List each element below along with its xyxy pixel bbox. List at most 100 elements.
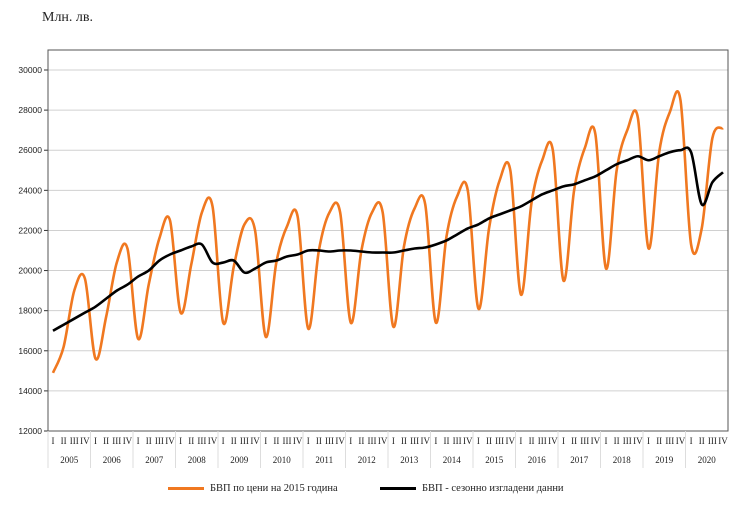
x-quarter-label: III [155,436,164,446]
x-year-label: 2020 [698,455,717,465]
x-quarter-label: I [392,436,395,446]
x-quarter-label: II [401,436,407,446]
x-quarter-label: II [316,436,322,446]
legend-item-gdp-2015-prices: БВП по цени на 2015 година [168,483,338,494]
x-quarter-label: III [580,436,589,446]
x-quarter-label: III [410,436,419,446]
y-tick-label: 20000 [18,266,42,276]
x-quarter-label: I [477,436,480,446]
x-quarter-label: III [240,436,249,446]
x-quarter-label: IV [718,436,728,446]
x-quarter-label: III [325,436,334,446]
x-year-label: 2007 [145,455,164,465]
x-quarter-label: III [495,436,504,446]
x-quarter-label: IV [463,436,473,446]
x-quarter-label: I [605,436,608,446]
x-quarter-label: II [146,436,152,446]
x-quarter-label: IV [208,436,218,446]
x-quarter-label: I [264,436,267,446]
x-year-label: 2015 [485,455,504,465]
x-quarter-label: I [434,436,437,446]
x-quarter-label: II [273,436,279,446]
x-year-label: 2019 [655,455,674,465]
x-quarter-label: II [443,436,449,446]
x-year-label: 2008 [188,455,207,465]
x-quarter-label: III [197,436,206,446]
x-year-label: 2012 [358,455,376,465]
x-quarter-label: I [690,436,693,446]
x-quarter-label: I [519,436,522,446]
x-year-label: 2014 [443,455,462,465]
x-quarter-label: IV [80,436,90,446]
x-quarter-label: III [623,436,632,446]
y-tick-label: 24000 [18,185,42,195]
chart-plot: 12000 14000 16000 18000 20000 22000 24000 26000… [18,49,729,468]
x-quarter-label: II [656,436,662,446]
x-quarter-label: II [571,436,577,446]
x-quarter-label: II [358,436,364,446]
x-year-label: 2018 [613,455,632,465]
x-year-label: 2017 [570,455,589,465]
x-quarter-label: III [112,436,121,446]
x-quarter-label: III [665,436,674,446]
legend-swatch-black [380,487,416,490]
plot-frame [47,49,729,432]
x-quarter-label: I [137,436,140,446]
legend-label: БВП - сезонно изгладени данни [422,483,564,494]
y-tick-label: 30000 [18,65,42,75]
y-tick-label: 28000 [18,105,42,115]
y-tick-label: 22000 [18,225,42,235]
x-quarter-label: IV [123,436,133,446]
x-year-label: 2016 [528,455,547,465]
x-year-label: 2011 [315,455,333,465]
legend-label: БВП по цени на 2015 година [210,483,338,494]
x-quarter-label: III [708,436,717,446]
x-quarter-label: III [453,436,462,446]
x-quarter-label: IV [335,436,345,446]
legend-item-gdp-seasonally-adjusted: БВП - сезонно изгладени данни [380,483,564,494]
x-quarter-label: IV [548,436,558,446]
x-quarter-label: III [368,436,377,446]
y-tick-label: 16000 [18,346,42,356]
x-quarter-label: II [188,436,194,446]
y-tick-label: 26000 [18,145,42,155]
x-quarter-label: III [538,436,547,446]
x-year-label: 2009 [230,455,249,465]
x-quarter-label: II [486,436,492,446]
x-quarter-label: IV [420,436,430,446]
x-quarter-label: I [179,436,182,446]
x-quarter-label: II [231,436,237,446]
x-quarter-label: I [52,436,55,446]
x-quarter-label: IV [506,436,516,446]
x-quarter-label: I [562,436,565,446]
x-quarter-label: III [282,436,291,446]
x-quarter-label: II [103,436,109,446]
x-quarter-label: IV [250,436,260,446]
x-quarter-label: II [699,436,705,446]
series-line-gdp-seasonally-adjusted [52,146,724,332]
y-tick-label: 18000 [18,306,42,316]
x-quarter-label: IV [165,436,175,446]
series-line-gdp-2015-prices [51,90,724,374]
legend-swatch-orange [168,487,204,490]
x-year-label: 2006 [103,455,122,465]
x-quarter-label: III [70,436,79,446]
x-year-label: 2005 [60,455,79,465]
x-quarter-label: IV [633,436,643,446]
y-tick-label: 12000 [18,426,42,436]
x-quarter-label: I [647,436,650,446]
x-quarter-label: I [349,436,352,446]
x-quarter-label: IV [591,436,601,446]
x-quarter-label: II [61,436,67,446]
x-quarter-label: II [529,436,535,446]
x-year-label: 2010 [273,455,292,465]
y-tick-label: 14000 [18,386,42,396]
x-year-label: 2013 [400,455,419,465]
x-quarter-label: I [307,436,310,446]
x-quarter-label: II [614,436,620,446]
x-quarter-label: I [94,436,97,446]
x-quarter-label: IV [676,436,686,446]
x-quarter-label: IV [378,436,388,446]
x-quarter-label: IV [293,436,303,446]
